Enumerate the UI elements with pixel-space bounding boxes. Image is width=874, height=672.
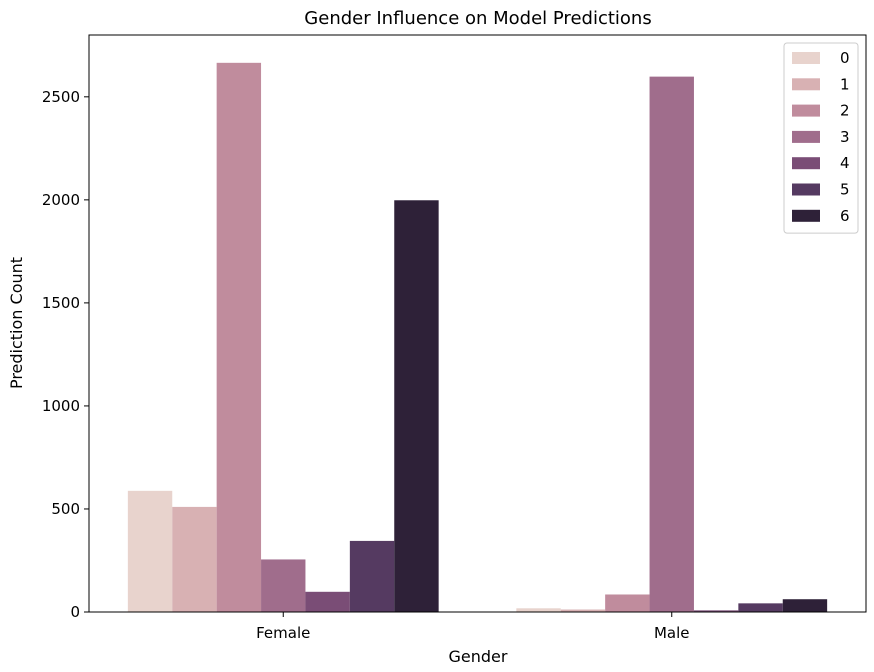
y-tick-label: 2500 [42,88,80,106]
bar-female-5 [349,540,395,612]
bar-male-0 [516,608,561,612]
bar-male-3 [649,76,694,612]
legend-swatch-6 [792,209,820,222]
x-axis-label: Gender [449,647,508,666]
legend-swatch-5 [792,183,820,196]
y-tick-label: 1500 [42,294,80,312]
y-tick-label: 1000 [42,397,80,415]
x-axis-ticks: Female Male [256,612,690,642]
legend-label-1: 1 [840,75,850,93]
bar-female-4 [305,591,350,612]
y-axis-label: Prediction Count [7,257,26,389]
bar-female-6 [394,200,439,612]
plot-frame [88,34,867,613]
legend-swatch-2 [792,104,820,117]
bars-group [127,62,828,612]
y-tick-label: 500 [51,500,80,518]
legend-label-2: 2 [840,102,850,120]
x-tick-label: Male [654,624,690,642]
legend-swatch-4 [792,157,820,170]
legend-label-4: 4 [840,154,850,172]
bar-female-0 [127,490,173,612]
bar-male-4 [693,610,739,612]
bar-male-5 [738,603,783,612]
legend-swatch-0 [792,52,820,64]
legend-label-5: 5 [840,181,850,199]
legend-label-0: 0 [840,49,850,67]
bar-female-2 [216,62,262,612]
legend-swatch-3 [792,130,820,143]
bar-female-3 [261,559,306,612]
legend-swatch-1 [792,78,820,91]
bar-male-6 [782,599,828,612]
y-tick-label: 2000 [42,191,80,209]
bar-female-1 [172,506,217,612]
bar-male-1 [560,609,606,612]
bar-male-2 [605,594,650,612]
legend: 0 1 2 3 4 5 6 [783,42,859,234]
x-tick-label: Female [256,624,310,642]
y-tick-label: 0 [70,603,80,621]
y-axis-ticks: 0 500 1000 1500 2000 2500 [42,88,89,621]
legend-label-3: 3 [840,128,850,146]
legend-label-6: 6 [840,207,850,225]
chart-title: Gender Influence on Model Predictions [304,8,651,29]
